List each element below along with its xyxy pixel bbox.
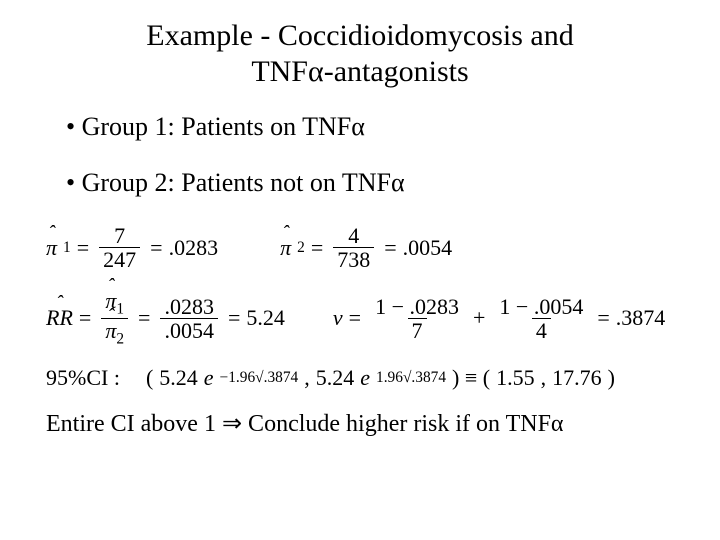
pi1-value: .0283: [169, 235, 219, 261]
equation-row-proportions: π1 = 7 247 = .0283 π2 = 4 738 = .0054: [46, 224, 680, 271]
slide-title: Example - Coccidioidomycosis and TNFα-an…: [40, 18, 680, 90]
v-value: .3874: [616, 305, 666, 331]
title-line-2: TNFα-antagonists: [251, 55, 468, 88]
rr-denominator: .0054: [160, 318, 218, 342]
ci-low: 1.55: [496, 365, 535, 391]
title-line-1: Example - Coccidioidomycosis and: [146, 19, 573, 52]
pi1-numerator: 7: [110, 224, 129, 247]
v-term1-num: 1 − .0283: [371, 295, 463, 318]
ci-exp-neg: −1.96√.3874: [220, 369, 299, 387]
pi1-hat: π1 = 7 247 = .0283: [46, 224, 218, 271]
variance-v: v = 1 − .0283 7 + 1 − .0054 4 = .3874: [333, 295, 665, 342]
bullet-item: Group 1: Patients on TNFα: [66, 112, 680, 142]
ci-high: 17.76: [552, 365, 602, 391]
pi1-denominator: 247: [99, 247, 140, 271]
bullet-list: Group 1: Patients on TNFα Group 2: Patie…: [40, 112, 680, 198]
rr-value: 5.24: [246, 305, 285, 331]
v-term2-den: 4: [532, 318, 551, 342]
pi2-denominator: 738: [333, 247, 374, 271]
equation-row-ci: 95%CI : (5.24e−1.96√.3874 , 5.24e1.96√.3…: [46, 365, 680, 391]
bullet-item: Group 2: Patients not on TNFα: [66, 168, 680, 198]
equation-block: π1 = 7 247 = .0283 π2 = 4 738 = .0054 RR: [40, 224, 680, 391]
pi2-numerator: 4: [344, 224, 363, 247]
ci-base-1: 5.24: [159, 365, 198, 391]
ci-exp-pos: 1.96√.3874: [376, 369, 446, 387]
relative-risk: RR = π1 π2 = .0283 .0054 = 5.24: [46, 289, 285, 347]
pi2-hat: π2 = 4 738 = .0054: [280, 224, 452, 271]
v-term2-num: 1 − .0054: [495, 295, 587, 318]
rr-numerator: .0283: [160, 295, 218, 318]
ci-label: 95%CI :: [46, 365, 120, 391]
ci-expression: (5.24e−1.96√.3874 , 5.24e1.96√.3874) ≡ (…: [146, 365, 615, 391]
v-term1-den: 7: [408, 318, 427, 342]
ci-base-2: 5.24: [316, 365, 355, 391]
conclusion-text: Entire CI above 1 ⇒ Conclude higher risk…: [40, 409, 680, 438]
equation-row-rr-v: RR = π1 π2 = .0283 .0054 = 5.24 v = 1 − …: [46, 289, 680, 347]
pi2-value: .0054: [403, 235, 453, 261]
slide: Example - Coccidioidomycosis and TNFα-an…: [0, 0, 720, 540]
